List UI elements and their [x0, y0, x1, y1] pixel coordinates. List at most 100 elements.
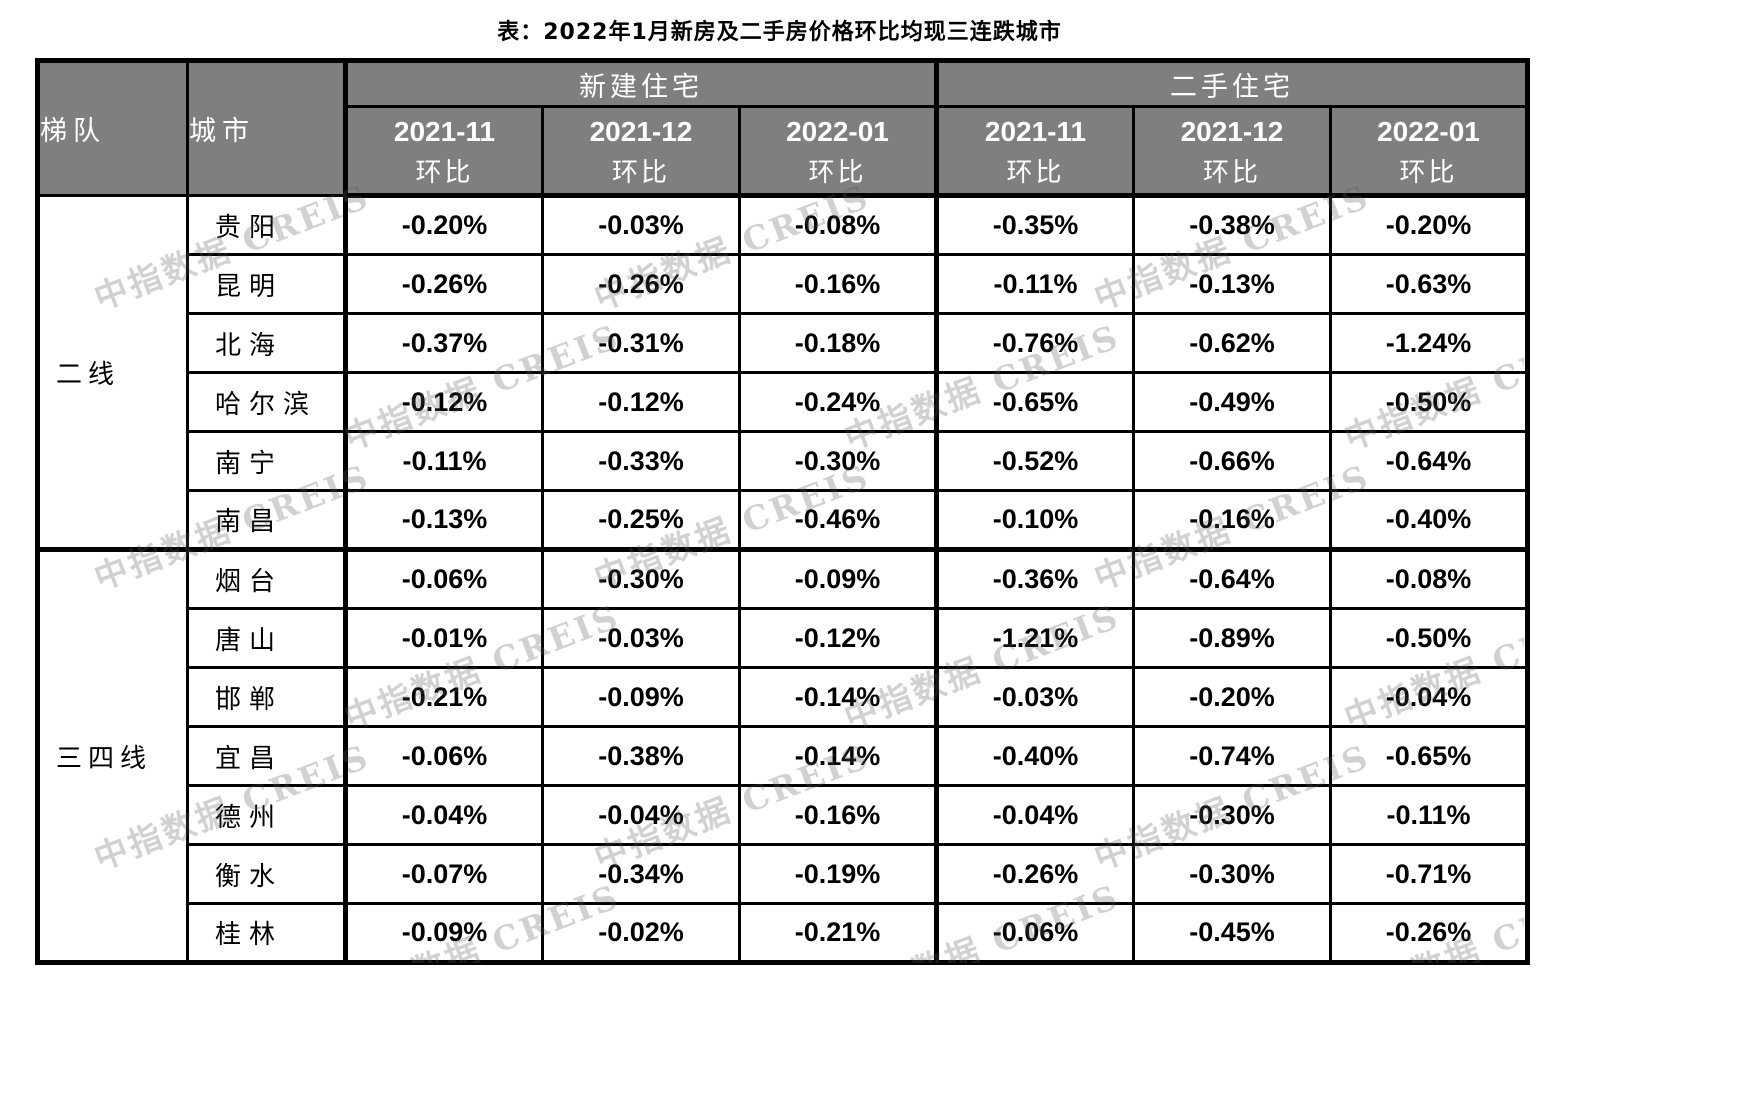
table-row: 哈尔滨 -0.12% -0.12% -0.24% -0.65% -0.49% -0.50% [38, 371, 1529, 433]
value-cell: -0.11% [934, 253, 1135, 315]
value-cell: -0.14% [738, 666, 938, 728]
table-row: 宜昌 -0.06% -0.38% -0.14% -0.40% -0.74% -0.65% [38, 725, 1529, 787]
period-sub-label: 环比 [611, 157, 670, 188]
value-cell: -0.04% [541, 784, 741, 846]
value-cell: -0.30% [541, 547, 741, 610]
value-cell: -0.38% [1132, 194, 1332, 256]
value-cell: -0.04% [343, 784, 544, 846]
value-cell: -0.09% [541, 666, 741, 728]
header-group-row: 梯队 城市 新建住宅 二手住宅 [36, 59, 1529, 197]
city-label: 德州 [186, 784, 347, 846]
value-cell: -0.89% [1132, 607, 1332, 669]
period-month: 2022-01 [786, 115, 889, 147]
value-cell: -0.36% [934, 547, 1135, 610]
table-row: 南宁 -0.11% -0.33% -0.30% -0.52% -0.66% -0.64% [38, 430, 1529, 492]
value-cell: -0.16% [738, 253, 938, 315]
period-sub-label: 环比 [415, 157, 474, 188]
value-cell: -0.03% [934, 666, 1135, 728]
table-row: 唐山 -0.01% -0.03% -0.12% -1.21% -0.89% -0.50% [38, 607, 1529, 669]
value-cell: -0.24% [738, 371, 938, 433]
table-row: 昆明 -0.26% -0.26% -0.16% -0.11% -0.13% -0.63% [38, 253, 1529, 315]
period-month: 2022-01 [1377, 115, 1480, 147]
value-cell: -0.30% [738, 430, 938, 492]
value-cell: -0.04% [934, 784, 1135, 846]
period-sub-label: 环比 [808, 157, 867, 188]
header-group-new-homes: 新建住宅 [343, 59, 938, 108]
tier-label: 二线 [36, 194, 189, 551]
value-cell: -0.65% [1329, 725, 1529, 787]
value-cell: -0.26% [934, 843, 1135, 905]
city-label: 南昌 [186, 489, 347, 551]
value-cell: -0.12% [541, 371, 741, 433]
table-row: 德州 -0.04% -0.04% -0.16% -0.04% -0.30% -0.11% [38, 784, 1529, 846]
value-cell: -0.35% [934, 194, 1135, 256]
city-label: 衡水 [186, 843, 347, 905]
city-label: 南宁 [186, 430, 347, 492]
page-title: 表：2022年1月新房及二手房价格环比均现三连跌城市 [497, 20, 1062, 45]
value-cell: -0.26% [541, 253, 741, 315]
value-cell: -0.02% [541, 902, 741, 964]
city-label: 唐山 [186, 607, 347, 669]
value-cell: -0.08% [1329, 547, 1529, 610]
city-label: 哈尔滨 [186, 371, 347, 433]
period-sub-label: 环比 [1006, 157, 1065, 188]
value-cell: -0.09% [738, 547, 938, 610]
value-cell: -0.37% [343, 312, 544, 374]
header-period-cell: 2021-12 环比 [1132, 105, 1332, 198]
period-sub-label: 环比 [1399, 157, 1458, 188]
value-cell: -0.66% [1132, 430, 1332, 492]
value-cell: -0.11% [343, 430, 544, 492]
value-cell: -0.07% [343, 843, 544, 905]
value-cell: -0.64% [1132, 547, 1332, 610]
price-table: 梯队 城市 新建住宅 二手住宅 2021-11 环比 2021-12 环比 [35, 58, 1530, 965]
value-cell: -0.04% [1329, 666, 1529, 728]
header-tier: 梯队 [36, 59, 189, 197]
table-row: 邯郸 -0.21% -0.09% -0.14% -0.03% -0.20% -0.04% [38, 666, 1529, 728]
value-cell: -0.13% [343, 489, 544, 551]
value-cell: -0.64% [1329, 430, 1529, 492]
value-cell: -0.03% [541, 607, 741, 669]
value-cell: -0.11% [1329, 784, 1529, 846]
value-cell: -0.20% [343, 194, 544, 256]
table-container: 梯队 城市 新建住宅 二手住宅 2021-11 环比 2021-12 环比 [35, 58, 1530, 965]
value-cell: -0.34% [541, 843, 741, 905]
header-period-row: 2021-11 环比 2021-12 环比 2022-01 环比 2021-11… [38, 105, 1529, 198]
city-label: 昆明 [186, 253, 347, 315]
value-cell: -0.52% [934, 430, 1135, 492]
city-label: 贵阳 [186, 194, 347, 256]
value-cell: -0.65% [934, 371, 1135, 433]
value-cell: -0.26% [343, 253, 544, 315]
value-cell: -0.26% [1329, 902, 1529, 964]
value-cell: -0.50% [1329, 371, 1529, 433]
value-cell: -1.21% [934, 607, 1135, 669]
city-label: 北海 [186, 312, 347, 374]
period-month: 2021-11 [393, 115, 496, 147]
value-cell: -0.12% [343, 371, 544, 433]
header-period-cell: 2022-01 环比 [738, 105, 938, 198]
value-cell: -0.76% [934, 312, 1135, 374]
value-cell: -0.63% [1329, 253, 1529, 315]
value-cell: -0.40% [1329, 489, 1529, 551]
header-period-cell: 2021-12 环比 [541, 105, 741, 198]
value-cell: -0.74% [1132, 725, 1332, 787]
period-month: 2021-11 [984, 115, 1087, 147]
city-label: 宜昌 [186, 725, 347, 787]
value-cell: -0.25% [541, 489, 741, 551]
table-row: 桂林 -0.09% -0.02% -0.21% -0.06% -0.45% -0.26% [38, 902, 1529, 964]
table-row: 北海 -0.37% -0.31% -0.18% -0.76% -0.62% -1.24% [38, 312, 1529, 374]
tier-label: 三四线 [36, 547, 189, 964]
value-cell: -0.71% [1329, 843, 1529, 905]
value-cell: -0.01% [343, 607, 544, 669]
value-cell: -0.62% [1132, 312, 1332, 374]
value-cell: -0.38% [541, 725, 741, 787]
value-cell: -0.18% [738, 312, 938, 374]
value-cell: -0.14% [738, 725, 938, 787]
value-cell: -0.13% [1132, 253, 1332, 315]
value-cell: -0.30% [1132, 784, 1332, 846]
value-cell: -0.33% [541, 430, 741, 492]
header-period-cell: 2021-11 环比 [343, 105, 544, 198]
value-cell: -0.06% [934, 902, 1135, 964]
city-label: 桂林 [186, 902, 347, 964]
table-row: 衡水 -0.07% -0.34% -0.19% -0.26% -0.30% -0.71% [38, 843, 1529, 905]
header-group-second-hand: 二手住宅 [934, 59, 1529, 108]
